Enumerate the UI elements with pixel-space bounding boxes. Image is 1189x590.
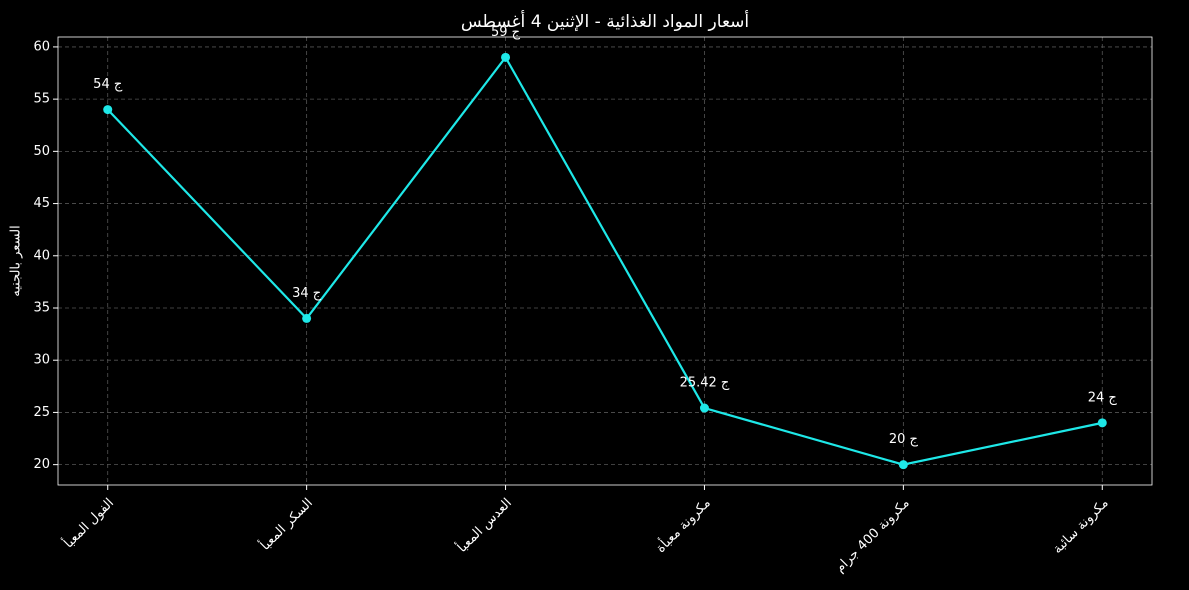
point	[302, 313, 312, 323]
x-tick-label: مكرونة 400 جرام	[833, 496, 913, 576]
x-tick-label: السكر المعبأ	[256, 494, 316, 554]
x-tick-label: العدس المعبأ	[453, 494, 515, 556]
y-tick-label: 40	[33, 248, 50, 263]
data-label: 20 ج	[889, 432, 919, 447]
y-tick-label: 50	[33, 144, 50, 159]
data-label: 59 ج	[491, 25, 521, 40]
point	[1097, 418, 1107, 428]
y-tick-label: 30	[33, 353, 50, 368]
x-tick-label: الفول المعبأ	[59, 494, 117, 552]
x-tick-label: مكرونة سائبة	[1050, 496, 1111, 557]
y-tick-label: 55	[33, 92, 50, 107]
data-label: 24 ج	[1088, 390, 1118, 405]
y-tick-label: 25	[33, 405, 50, 420]
data-label: 25.42 ج	[680, 376, 730, 391]
point	[501, 52, 511, 62]
plot-frame	[57, 36, 1153, 486]
y-tick-label: 60	[33, 39, 50, 54]
x-tick-label: مكرونة معبأة	[651, 494, 713, 556]
chart-title: أسعار المواد الغذائية - الإثنين 4 أغسطس	[461, 10, 749, 32]
y-axis-label: السعر بالجنيه	[9, 225, 24, 297]
line	[106, 55, 1103, 466]
point	[103, 105, 113, 115]
data-label: 34 ج	[292, 286, 322, 301]
y-tick-label: 35	[33, 300, 50, 315]
point	[699, 403, 709, 413]
y-tick-label: 20	[33, 457, 50, 472]
y-tick-label: 45	[33, 196, 50, 211]
point	[898, 460, 908, 470]
data-label: 54 ج	[93, 77, 123, 92]
